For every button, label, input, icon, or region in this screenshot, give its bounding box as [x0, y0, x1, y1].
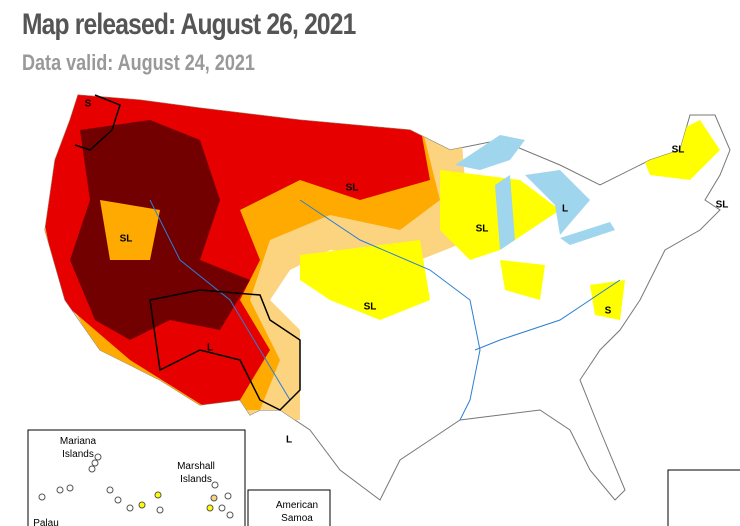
impact-label: SL [346, 183, 359, 194]
lake [525, 170, 590, 235]
river [149, 199, 291, 401]
inset-label: American [276, 500, 318, 511]
drought-areas [45, 95, 720, 420]
d0-area [500, 260, 545, 300]
inset-label: Marshall [177, 461, 215, 472]
impact-label: SL [716, 200, 729, 211]
impact-label: SL [672, 145, 685, 156]
map-subtitle: Data valid: August 24, 2021 [22, 50, 255, 75]
d0-area [640, 120, 720, 180]
d0-area [590, 280, 625, 320]
impact-label: SL [364, 302, 377, 313]
inset-label: Palau [33, 518, 59, 526]
inset-label: Samoa [281, 513, 313, 524]
map-title: Map released: August 26, 2021 [22, 8, 356, 41]
impact-label: SL [476, 224, 489, 235]
lake [560, 222, 615, 245]
impact-boundary [74, 94, 121, 151]
d4-area [70, 120, 250, 340]
river [474, 279, 621, 351]
inset-label: Islands [180, 474, 212, 485]
impact-label: S [85, 99, 92, 110]
islands [38, 453, 234, 519]
inset-box [667, 469, 740, 526]
impact-label: S [605, 306, 612, 317]
inset-label: Mariana [60, 436, 97, 447]
impact-label: L [286, 435, 292, 446]
d0-area [300, 240, 430, 320]
impact-label: L [562, 204, 568, 215]
inset-label: Islands [62, 449, 94, 460]
impact-boundary [149, 289, 301, 411]
lake [495, 175, 515, 250]
impact-label: L [207, 343, 213, 354]
lake [455, 135, 525, 170]
samoa-inset [247, 489, 331, 526]
river [299, 199, 481, 421]
impact-label: SL [120, 234, 133, 245]
d2-area [100, 200, 160, 260]
